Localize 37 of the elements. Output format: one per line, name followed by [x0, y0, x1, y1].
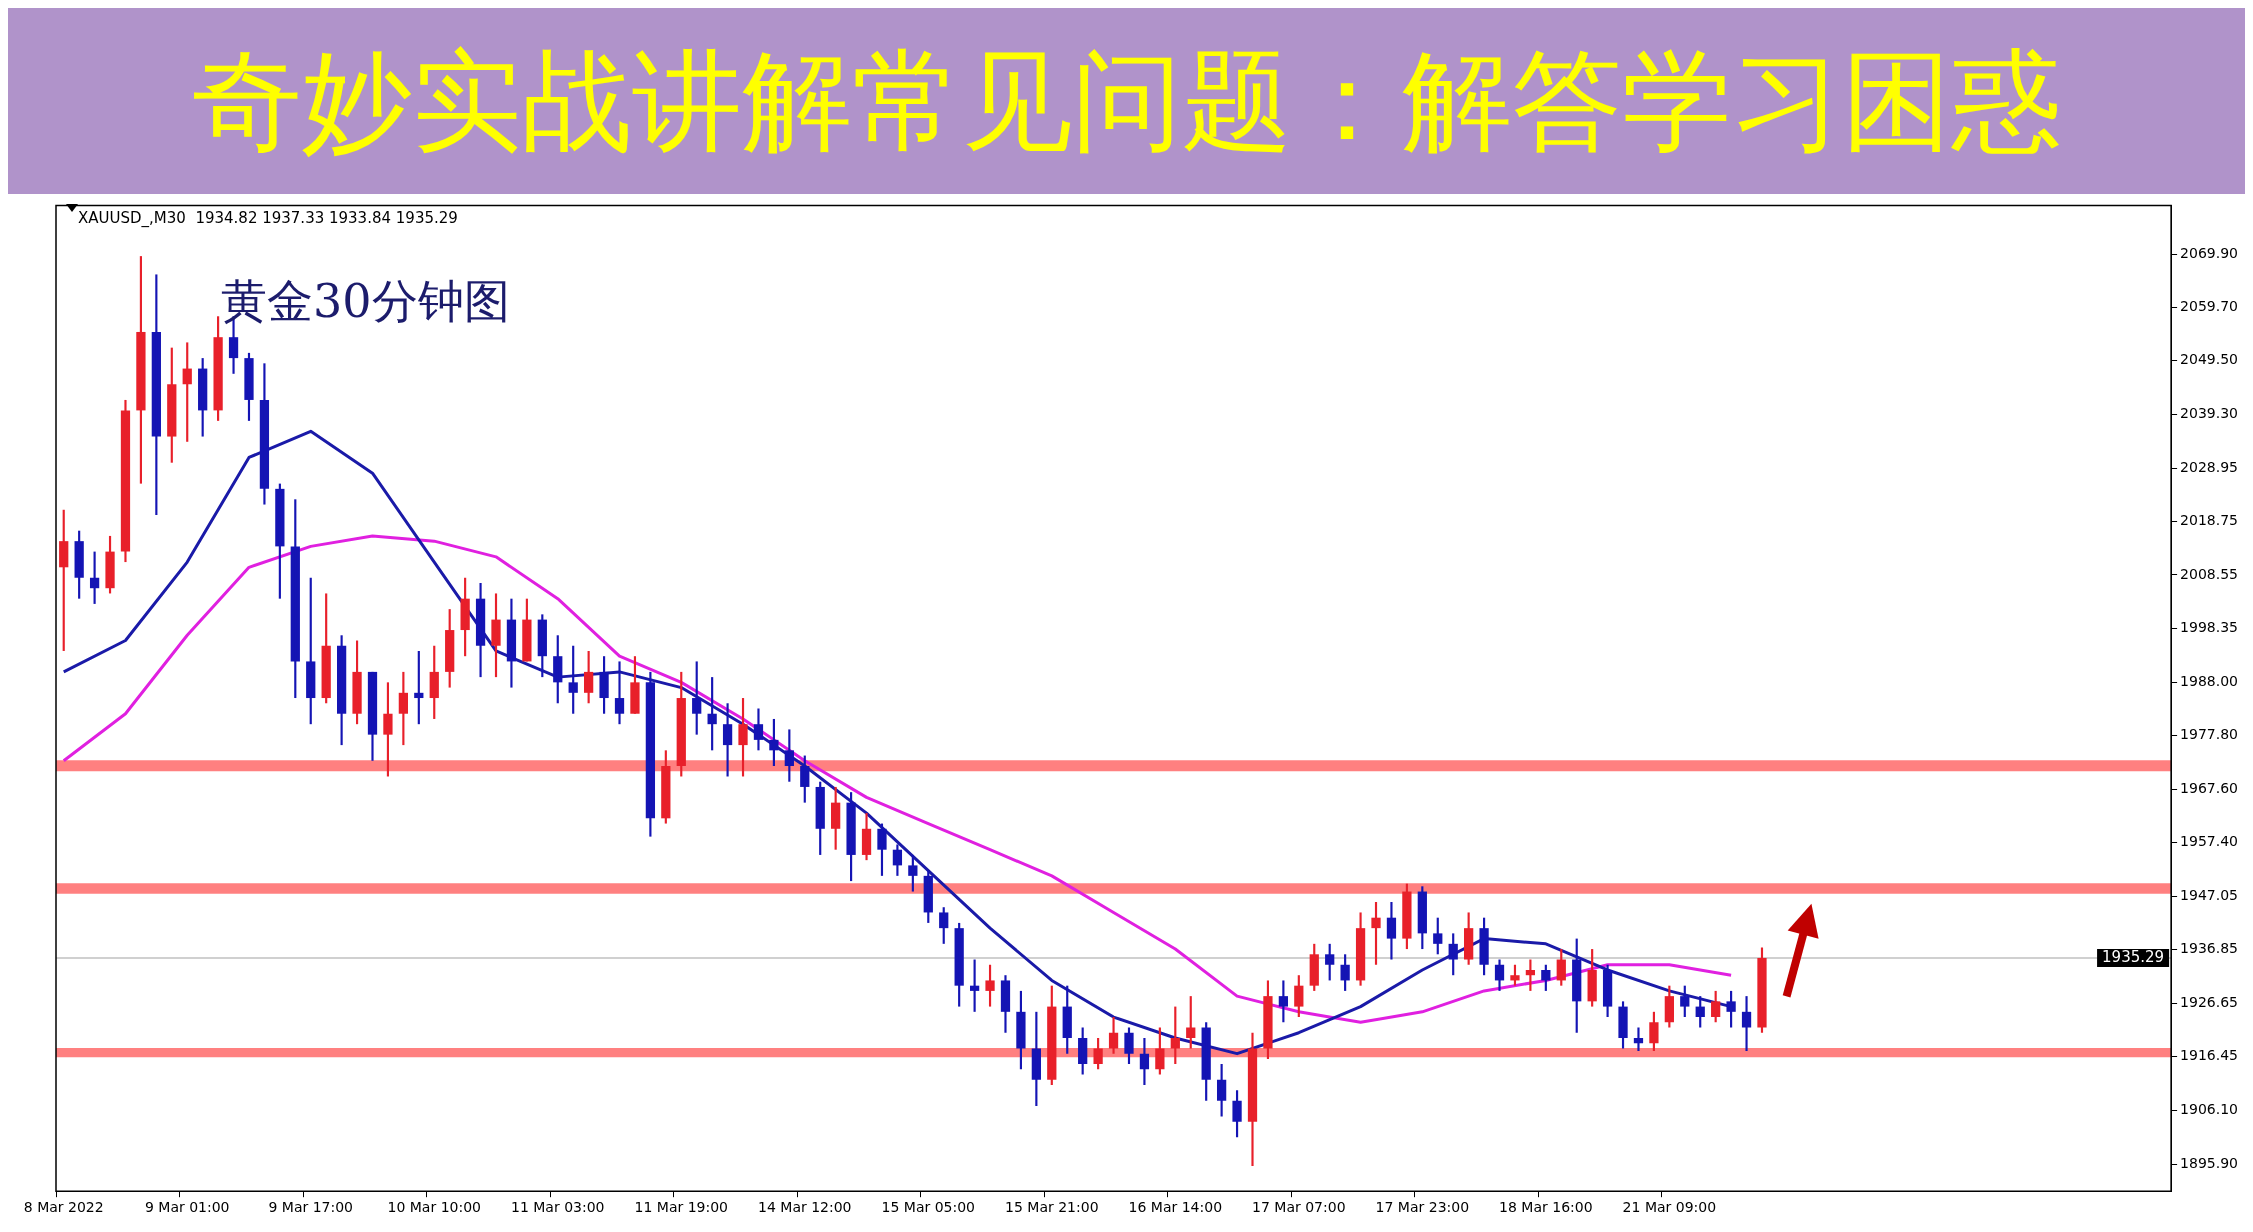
- text: 黄金30分钟图: [221, 274, 510, 329]
- candlestick: [985, 964, 995, 1007]
- y-tick-label: 1967.60: [2180, 779, 2239, 796]
- x-tick-label: 21 Mar 09:00: [1622, 1199, 1717, 1216]
- y-tick-label: 2069.90: [2180, 244, 2239, 261]
- x-tick-label: 9 Mar 17:00: [268, 1199, 354, 1216]
- y-tick-label: 1916.45: [2180, 1047, 2239, 1064]
- x-tick-label: 15 Mar 21:00: [1005, 1199, 1099, 1216]
- y-tick-label: 1906.10: [2180, 1101, 2239, 1118]
- y-tick-label: 2018.75: [2180, 512, 2239, 529]
- y-tick-label: 1947.05: [2180, 887, 2239, 904]
- x-tick-label: 8 Mar 2022: [23, 1199, 104, 1216]
- y-tick-label: 1895.90: [2180, 1154, 2239, 1171]
- x-tick-label: 11 Mar 03:00: [511, 1199, 605, 1216]
- ref-line-label: 1935.29: [2102, 947, 2165, 966]
- x-tick-label: 9 Mar 01:00: [144, 1199, 230, 1216]
- x-tick-label: 11 Mar 19:00: [634, 1199, 729, 1216]
- x-tick-label: 14 Mar 12:00: [758, 1199, 852, 1216]
- y-tick-label: 1957.40: [2180, 833, 2239, 850]
- chart-subtitle: 奇妙实战讲解常见问题：解答学习困惑: [191, 36, 2062, 165]
- y-tick-label: 1936.85: [2180, 940, 2239, 957]
- y-tick-label: 2008.55: [2180, 565, 2239, 582]
- x-tick-label: 18 Mar 16:00: [1499, 1199, 1593, 1216]
- y-tick-label: 1998.35: [2180, 618, 2239, 635]
- y-tick-label: 1988.00: [2180, 672, 2239, 689]
- y-tick-label: 2049.50: [2180, 351, 2239, 368]
- x-tick-label: 16 Mar 14:00: [1128, 1199, 1223, 1216]
- y-tick-label: 2059.70: [2180, 298, 2239, 315]
- x-tick-label: 15 Mar 05:00: [881, 1199, 976, 1216]
- x-tick-label: 10 Mar 10:00: [387, 1199, 481, 1216]
- annotation: XAUUSD_,M30 1934.82 1937.33 1933.84 1935.29: [78, 209, 458, 229]
- x-tick-label: 17 Mar 23:00: [1375, 1199, 1470, 1216]
- y-tick-label: 2039.30: [2180, 404, 2239, 421]
- y-tick-label: 1977.80: [2180, 726, 2239, 743]
- y-tick-label: 1926.65: [2180, 993, 2239, 1010]
- y-tick-label: 2028.95: [2180, 458, 2239, 475]
- x-tick-label: 17 Mar 07:00: [1252, 1199, 1346, 1216]
